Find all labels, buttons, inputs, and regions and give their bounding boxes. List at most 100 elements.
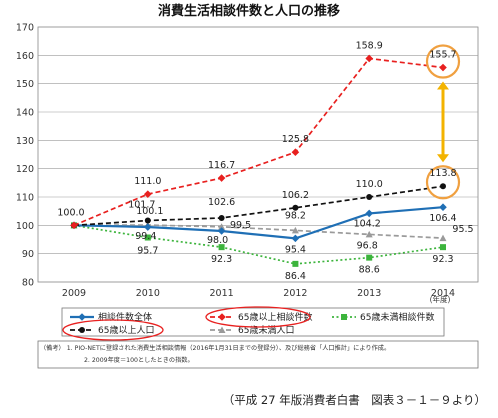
notes: （備考） 1. PIO-NETに登録された消費生活相談情報（2016年1月31日… [37, 340, 479, 369]
point-1-2011 [217, 174, 226, 182]
point-1-2010 [144, 190, 152, 198]
legend-swatch-marker-4 [218, 326, 226, 333]
data-label-0-2010: 99.4 [135, 231, 156, 242]
point-2-2011 [218, 244, 225, 251]
y-tick-160: 160 [16, 51, 34, 62]
data-label-1-2012: 125.8 [282, 134, 309, 145]
point-1-2012 [291, 148, 300, 157]
highlight-circle-65plus-cases [425, 44, 461, 79]
point-0-2011 [217, 227, 226, 235]
x-tick-2012: 2012 [283, 288, 307, 299]
point-2-2010 [144, 234, 151, 241]
y-tick-100: 100 [16, 221, 34, 232]
notes-frame [37, 340, 479, 369]
data-label-3-2011: 102.6 [208, 197, 235, 208]
legend-entry-2: 65歳未満相談件数 [332, 311, 434, 323]
data-label-2-2013: 88.6 [359, 265, 380, 276]
data-label-3-2012: 106.2 [282, 190, 309, 201]
data-label-1-2013: 158.9 [356, 40, 383, 51]
point-3-2014 [440, 183, 446, 190]
series-line-0 [73, 206, 444, 240]
x-tick-2014: 2014 [431, 288, 455, 299]
point-0-2014 [439, 203, 447, 211]
series-line-4 [73, 224, 444, 239]
legend-highlight-population [62, 319, 164, 341]
point-0-2012 [291, 234, 300, 243]
point-3-2010 [144, 217, 151, 224]
gap-arrow-head-bottom [437, 154, 449, 163]
data-label-4-2011: 99.5 [230, 220, 251, 231]
legend-highlight-cases [205, 306, 311, 328]
y-tick-90: 90 [22, 249, 34, 260]
x-tick-2011: 2011 [210, 288, 234, 299]
series-line-2 [73, 224, 444, 265]
legend-label-1: 65歳以上相談件数 [238, 311, 312, 323]
plot-frame [37, 26, 479, 283]
y-tick-80: 80 [22, 278, 34, 289]
data-label-2-2012: 86.4 [285, 271, 306, 282]
y-tick-140: 140 [16, 108, 34, 119]
legend-entry-3: 65歳以上人口 [70, 324, 154, 336]
x-tick-2009: 2009 [62, 288, 86, 299]
data-label-2-2010: 95.7 [137, 246, 158, 257]
point-1-2013 [365, 54, 373, 63]
data-label-4-2014: 95.5 [452, 224, 473, 235]
point-3-2011 [218, 214, 225, 221]
series-1 [70, 54, 447, 230]
legend-frame [61, 307, 445, 337]
x-tick-2013: 2013 [357, 288, 381, 299]
series-lines [70, 54, 447, 267]
data-label-3-2013: 110.0 [356, 179, 383, 190]
legend-swatch-marker-2 [341, 314, 347, 320]
data-label-0-2012: 95.4 [285, 244, 306, 255]
series-4 [70, 221, 447, 242]
y-axis-ticks: 80 90 100 110 120 130 140 150 160 170 [16, 23, 34, 289]
data-label-0-2011: 98.0 [207, 235, 228, 246]
data-label-3-2014: 113.8 [429, 168, 456, 179]
data-label-3-2009: 100.0 [57, 207, 84, 218]
highlight-circle-65plus-population [425, 165, 461, 200]
point-1-2009 [70, 221, 78, 230]
data-label-4-2013: 96.8 [357, 240, 378, 251]
x-axis-ticks: 2009 2010 2011 2012 2013 2014 [62, 288, 455, 299]
data-label-2-2014: 92.3 [432, 254, 453, 265]
annotations [425, 44, 461, 200]
x-axis-unit: (年度) [430, 294, 451, 304]
data-label-1-2011: 116.7 [208, 160, 235, 171]
data-label-4-2010: 100.1 [136, 206, 163, 217]
y-tick-120: 120 [16, 164, 34, 175]
point-2-2013 [366, 254, 373, 261]
point-2-2012 [292, 260, 299, 267]
chart-title: 消費生活相談件数と人口の推移 [158, 3, 340, 19]
legend-swatch-marker-0 [78, 313, 86, 321]
data-label-1-2010: 111.0 [134, 176, 161, 187]
note-1: （備考） 1. PIO-NETに登録された消費生活相談情報（2016年1月31日… [40, 344, 390, 352]
series-0 [70, 203, 447, 243]
point-4-2012 [291, 226, 299, 234]
y-tick-170: 170 [16, 23, 34, 34]
legend-swatch-marker-1 [218, 313, 226, 321]
point-0-2013 [365, 209, 373, 218]
point-1-2014 [439, 63, 447, 72]
x-tick-2010: 2010 [136, 288, 160, 299]
y-tick-130: 130 [16, 136, 34, 147]
legend-label-0: 相談件数全体 [98, 311, 152, 323]
point-0-2010 [144, 223, 152, 231]
gap-arrow-head-top [437, 81, 449, 90]
data-labels: 99.4 98.0 95.4 104.2 106.4 111.0 116.7 125.8 158… [57, 40, 473, 281]
gridlines [37, 26, 479, 283]
data-label-1-2014: 155.7 [429, 50, 456, 61]
data-label-2-2011: 92.3 [211, 254, 232, 265]
data-label-0-2013: 104.2 [354, 218, 381, 229]
y-tick-150: 150 [16, 79, 34, 90]
point-2-2014 [440, 244, 446, 251]
note-2: 2. 2009年度＝100としたときの指数。 [84, 356, 194, 364]
legend-entry-1: 65歳以上相談件数 [210, 311, 312, 323]
point-4-2014 [439, 234, 447, 242]
point-4-2013 [365, 230, 373, 238]
legend-label-2: 65歳未満相談件数 [360, 311, 434, 323]
data-label-4-2012: 98.2 [285, 210, 306, 221]
legend-label-3: 65歳以上人口 [98, 324, 154, 336]
